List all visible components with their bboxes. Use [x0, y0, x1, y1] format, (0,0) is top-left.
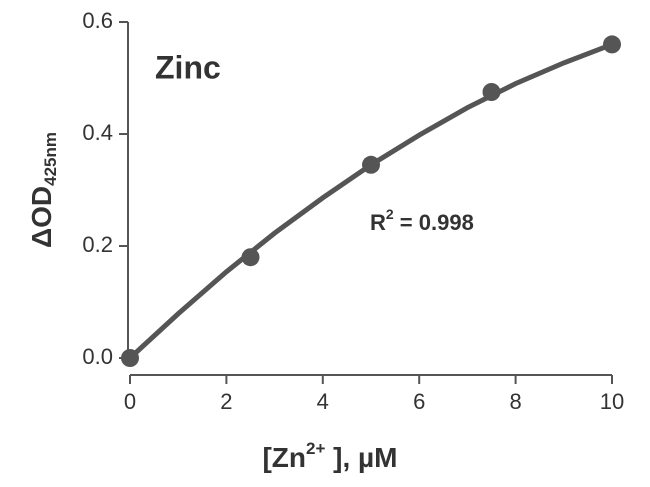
x-tick-label: 10 [600, 389, 624, 414]
y-tick-label: 0.2 [82, 232, 113, 257]
x-tick-label: 4 [317, 389, 329, 414]
x-label-text: ], µM [325, 442, 397, 473]
y-label-sub: 425nm [41, 132, 60, 186]
x-label-sup: 2+ [306, 439, 325, 458]
data-point [241, 248, 260, 267]
y-tick-label: 0.6 [82, 8, 113, 33]
data-point [603, 35, 621, 54]
fit-line [127, 41, 615, 361]
y-label-text: ΔOD [26, 186, 57, 248]
x-tick-label: 6 [413, 389, 425, 414]
x-tick-label: 0 [124, 389, 136, 414]
chart-title: Zinc [155, 49, 221, 85]
x-label-text: [Zn [262, 442, 306, 473]
x-axis-label: [Zn2+ ], µM [262, 439, 397, 473]
x-tick-label: 2 [220, 389, 232, 414]
annotation-sup: 2 [386, 206, 394, 222]
y-tick-label: 0.0 [82, 344, 113, 369]
data-point [121, 349, 139, 367]
data-point [362, 155, 380, 174]
x-tick-label: 8 [509, 389, 521, 414]
y-tick-label: 0.4 [82, 120, 113, 145]
annotation: R2 = 0.998 [370, 206, 474, 235]
y-axis-label: ΔOD425nm [26, 132, 60, 248]
data-point [482, 83, 501, 101]
annotation-text: R [370, 210, 386, 235]
annotation-text: = 0.998 [394, 210, 474, 235]
